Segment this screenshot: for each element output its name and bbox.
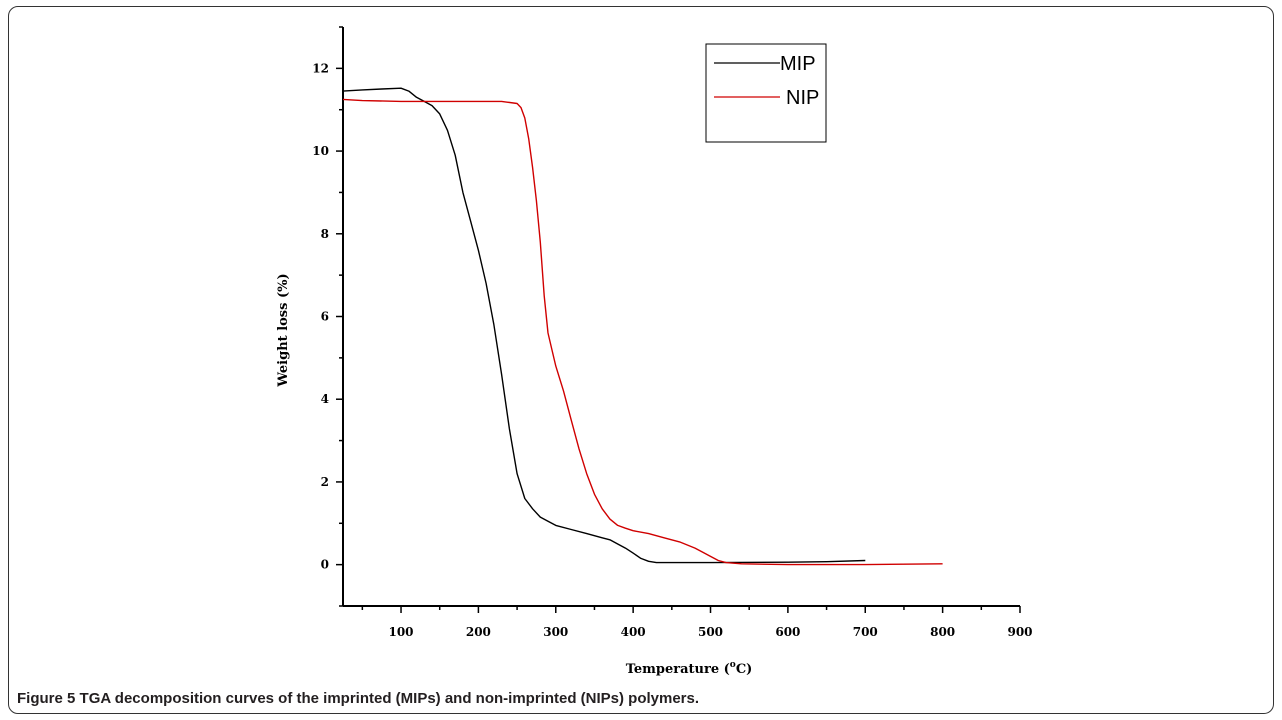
y-tick-label: 6	[321, 310, 329, 324]
y-tick-label: 12	[312, 61, 329, 75]
x-tick-label: 900	[1007, 625, 1032, 639]
series-line-nip	[342, 98, 943, 566]
legend: MIP NIP	[705, 43, 827, 143]
legend-label-nip: NIP	[786, 87, 819, 109]
plot-area: 0 2 4 6 8 10 12 100 200 300 400 500 600 700 800 900	[312, 26, 1033, 639]
x-tick-label: 600	[775, 625, 800, 639]
y-tick-label: 0	[321, 558, 329, 572]
x-axis-title-sup: o	[730, 660, 736, 670]
figure-caption: Figure 5 TGA decomposition curves of the…	[17, 690, 699, 707]
x-tick-label: 400	[621, 625, 646, 639]
x-tick-label: 500	[698, 625, 723, 639]
x-ticks: 100 200 300 400 500 600 700 800 900	[361, 606, 1033, 639]
series-line-mip	[342, 87, 866, 564]
x-tick-label: 800	[930, 625, 955, 639]
figure-frame	[8, 6, 1274, 714]
series-group	[342, 87, 943, 566]
x-tick-label: 300	[543, 625, 568, 639]
y-tick-label: 10	[312, 144, 329, 158]
y-tick-label: 4	[321, 392, 329, 406]
figure-label: Figure 5	[17, 690, 76, 707]
x-tick-label: 200	[466, 625, 491, 639]
y-ticks: 0 2 4 6 8 10 12	[312, 26, 343, 607]
legend-label-mip: MIP	[780, 53, 816, 75]
x-tick-label: 100	[388, 625, 413, 639]
legend-box	[705, 43, 827, 143]
x-axis-title: Temperature (oC)	[626, 660, 753, 677]
x-tick-label: 700	[853, 625, 878, 639]
y-axis-title: Weight loss (%)	[276, 273, 291, 387]
figure-caption-text: TGA decomposition curves of the imprinte…	[79, 690, 700, 707]
x-axis-title-main: Temperature (	[626, 662, 730, 677]
y-tick-label: 2	[321, 475, 329, 489]
x-axis-title-tail: C)	[736, 662, 753, 677]
y-tick-label: 8	[321, 227, 329, 241]
